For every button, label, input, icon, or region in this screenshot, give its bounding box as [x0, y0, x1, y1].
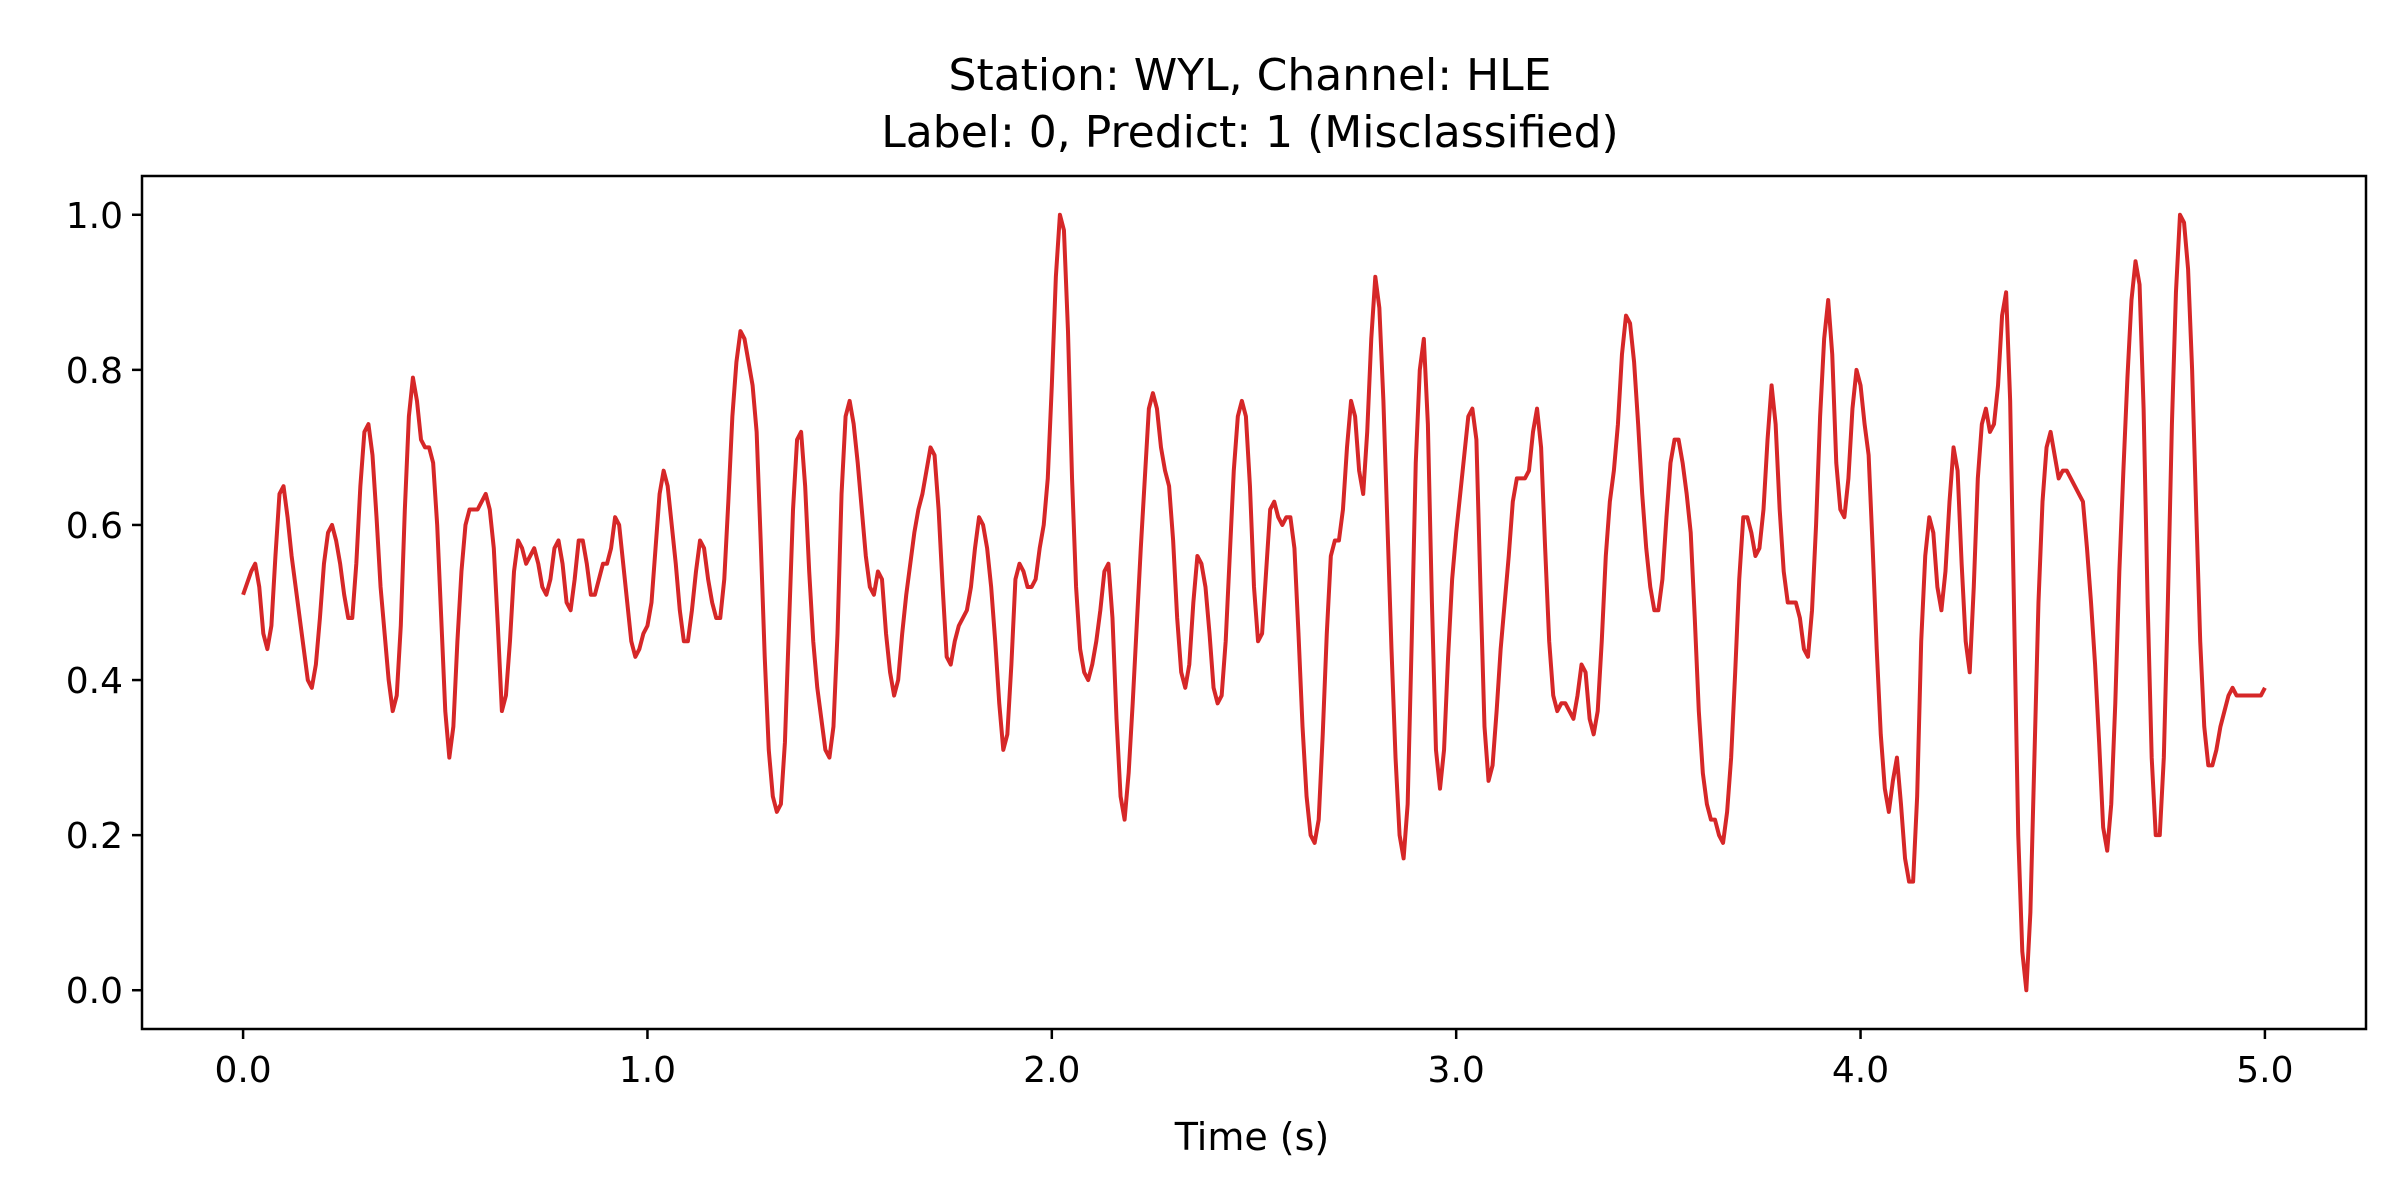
- plot-area: [140, 174, 2368, 1031]
- y-tick-label: 0.0: [66, 971, 123, 1012]
- y-tick-label: 0.4: [66, 661, 123, 702]
- x-tick-label: 1.0: [619, 1050, 676, 1091]
- x-tick-label: 5.0: [2236, 1050, 2293, 1091]
- series-line-0: [241, 212, 2267, 993]
- x-tick-label: 2.0: [1023, 1050, 1080, 1091]
- series-group: [241, 212, 2267, 993]
- chart-title-line-2: Label: 0, Predict: 1 (Misclassified): [881, 107, 1618, 158]
- x-tick-label: 0.0: [214, 1050, 271, 1091]
- y-tick-label: 0.6: [66, 506, 123, 547]
- x-axis-label: Time (s): [1174, 1115, 1330, 1159]
- y-tick-label: 0.2: [66, 816, 123, 857]
- chart-title-line-1: Station: WYL, Channel: HLE: [949, 50, 1552, 101]
- y-tick-label: 0.8: [66, 351, 123, 392]
- axes-frame: [140, 174, 2368, 1031]
- y-tick-label: 1.0: [66, 196, 123, 237]
- x-axis: 0.0 1.0 2.0 3.0 4.0 5.0: [214, 1029, 2294, 1091]
- x-tick-label: 3.0: [1428, 1050, 1485, 1091]
- y-axis: 0.0 0.2 0.4 0.6 0.8 1.0: [66, 196, 142, 1012]
- x-tick-label: 4.0: [1832, 1050, 1889, 1091]
